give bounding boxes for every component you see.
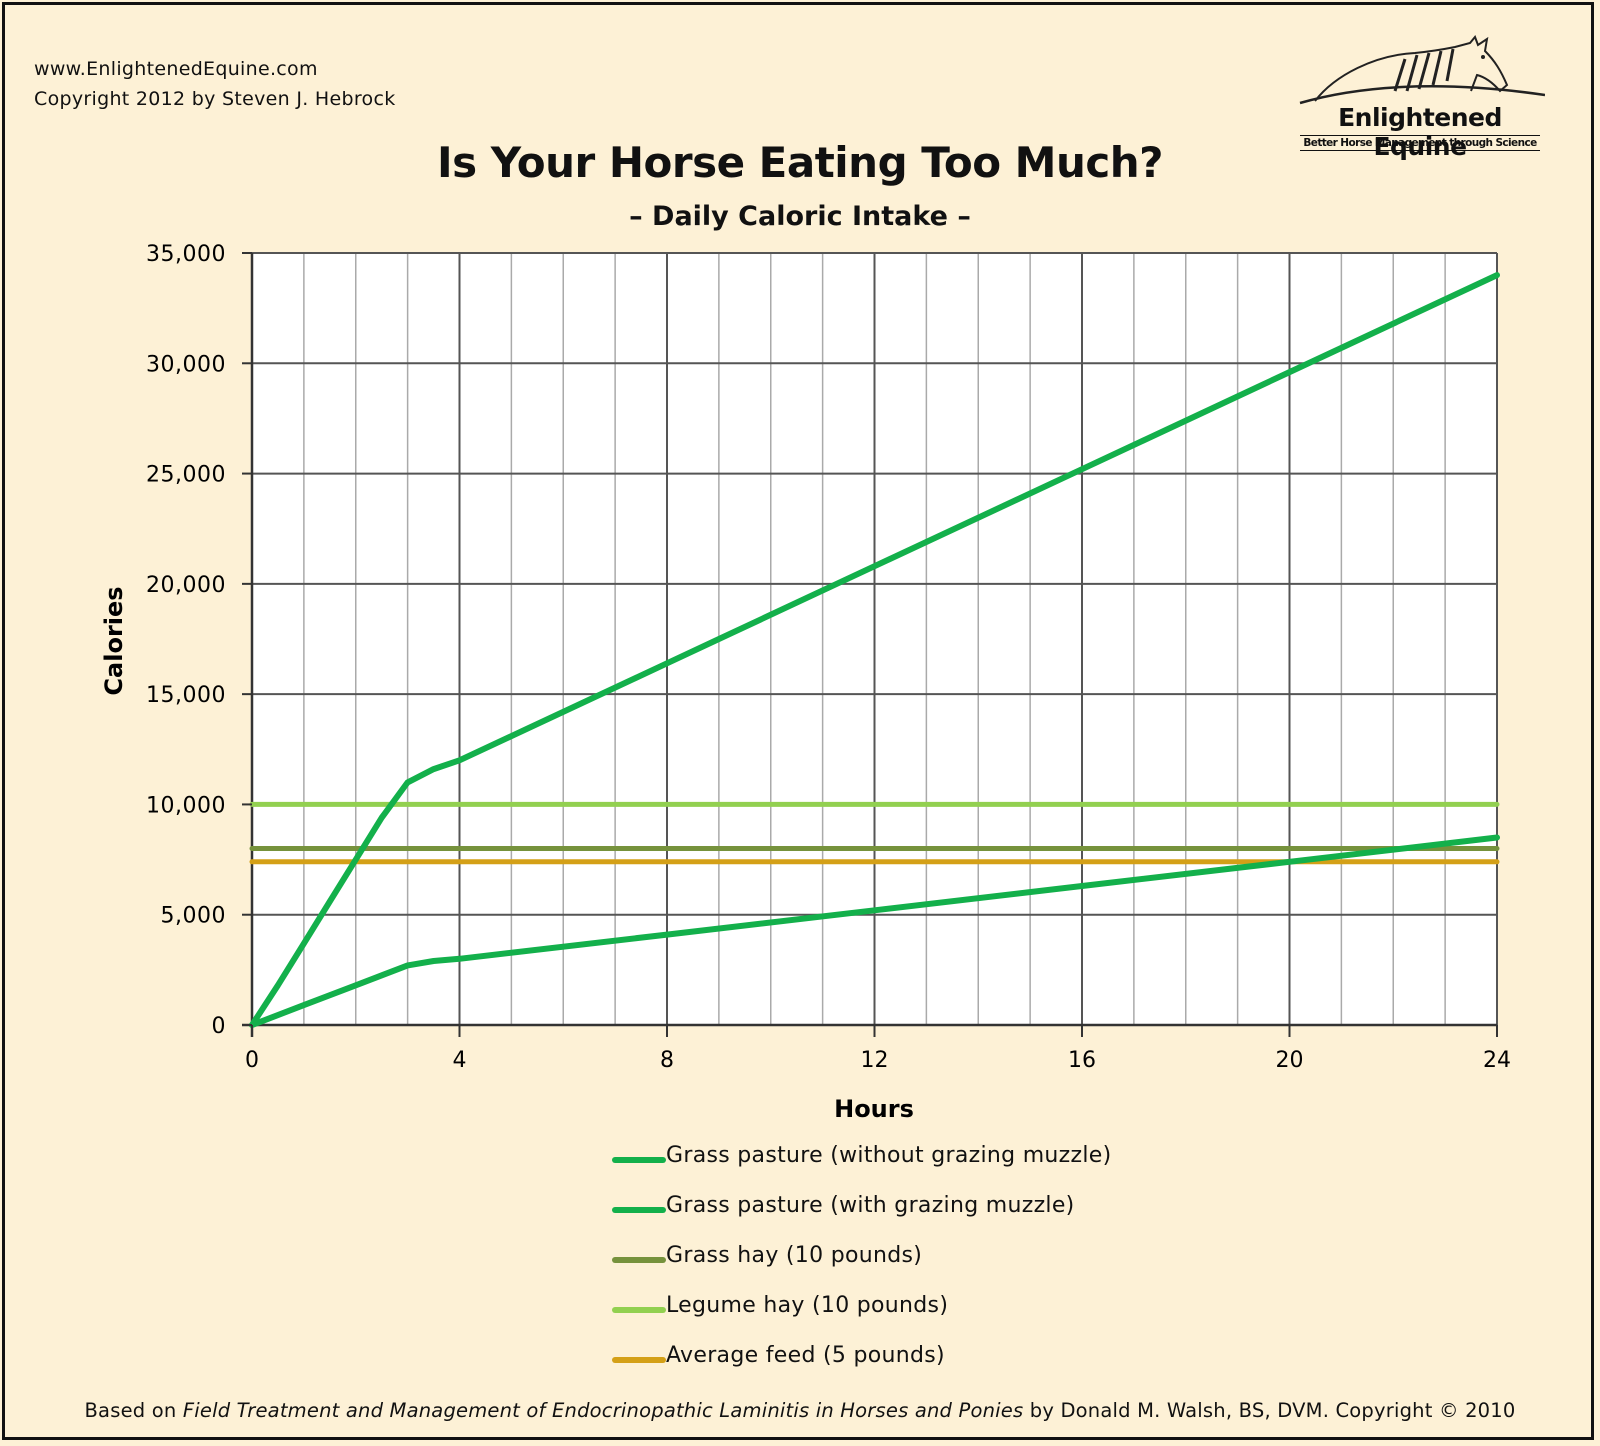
x-tick-label: 8 xyxy=(660,1048,674,1073)
y-tick-label: 10,000 xyxy=(146,793,226,818)
legend-label: Grass pasture (without grazing muzzle) xyxy=(666,1143,1112,1168)
legend-label: Grass pasture (with grazing muzzle) xyxy=(666,1193,1075,1218)
grid xyxy=(242,252,1498,1037)
y-tick-label: 0 xyxy=(212,1014,227,1039)
legend-item-series-1: Grass pasture (without grazing muzzle) xyxy=(612,1143,1212,1173)
legend-label: Grass hay (10 pounds) xyxy=(666,1243,923,1268)
y-tick-label: 25,000 xyxy=(146,463,226,488)
citation-book-title: Field Treatment and Management of Endocr… xyxy=(182,1399,1024,1422)
y-axis-ticks: 0 5,000 10,000 15,000 20,000 25,000 30,000 35,0… xyxy=(146,242,252,1039)
chart-subtitle: – Daily Caloric Intake – xyxy=(629,201,971,232)
brand-tagline: Better Horse Management through Science xyxy=(1300,135,1540,151)
y-tick-label: 5,000 xyxy=(161,904,226,929)
x-tick-label: 20 xyxy=(1276,1048,1304,1073)
brand-name: Enlightened Equine xyxy=(1338,103,1502,161)
legend-label: Legume hay (10 pounds) xyxy=(666,1293,949,1318)
citation-prefix: Based on xyxy=(84,1399,183,1422)
legend-item-series-5: Average feed (5 pounds) xyxy=(612,1343,1212,1373)
x-axis-ticks: 0 4 8 12 16 20 24 xyxy=(245,1025,1511,1073)
chart-title: Is Your Horse Eating Too Much? xyxy=(436,138,1164,187)
legend-label: Average feed (5 pounds) xyxy=(666,1343,945,1368)
x-tick-label: 16 xyxy=(1068,1048,1096,1073)
y-axis-label: Calories xyxy=(100,586,128,695)
series-lines xyxy=(249,272,1500,1028)
legend-swatch xyxy=(612,1257,666,1263)
legend-swatch xyxy=(612,1307,666,1313)
x-tick-label: 24 xyxy=(1483,1048,1511,1073)
legend-swatch xyxy=(612,1157,666,1163)
copyright-notice: Copyright 2012 by Steven J. Hebrock xyxy=(34,88,396,110)
source-citation: Based on Field Treatment and Management … xyxy=(0,1399,1600,1422)
x-tick-label: 4 xyxy=(453,1048,467,1073)
legend-item-series-2: Grass pasture (with grazing muzzle) xyxy=(612,1193,1212,1223)
horse-head-icon xyxy=(1299,35,1545,105)
legend-swatch xyxy=(612,1357,666,1363)
legend-swatch xyxy=(612,1207,666,1213)
legend-item-series-3: Grass hay (10 pounds) xyxy=(612,1243,1212,1273)
y-tick-label: 30,000 xyxy=(146,352,226,377)
series-line-1 xyxy=(249,272,1500,1028)
x-tick-label: 12 xyxy=(861,1048,889,1073)
series-line-2 xyxy=(249,834,1500,1028)
x-axis-label: Hours xyxy=(834,1095,914,1123)
y-tick-label: 35,000 xyxy=(146,242,226,267)
y-tick-label: 20,000 xyxy=(146,573,226,598)
legend-item-series-4: Legume hay (10 pounds) xyxy=(612,1293,1212,1323)
y-tick-label: 15,000 xyxy=(146,683,226,708)
citation-suffix: by Donald M. Walsh, BS, DVM. Copyright ©… xyxy=(1023,1399,1516,1422)
x-tick-label: 0 xyxy=(245,1048,259,1073)
brand-logo: Enlightened Equine Better Horse Manageme… xyxy=(1295,35,1555,161)
website-url: www.EnlightenedEquine.com xyxy=(34,58,318,80)
